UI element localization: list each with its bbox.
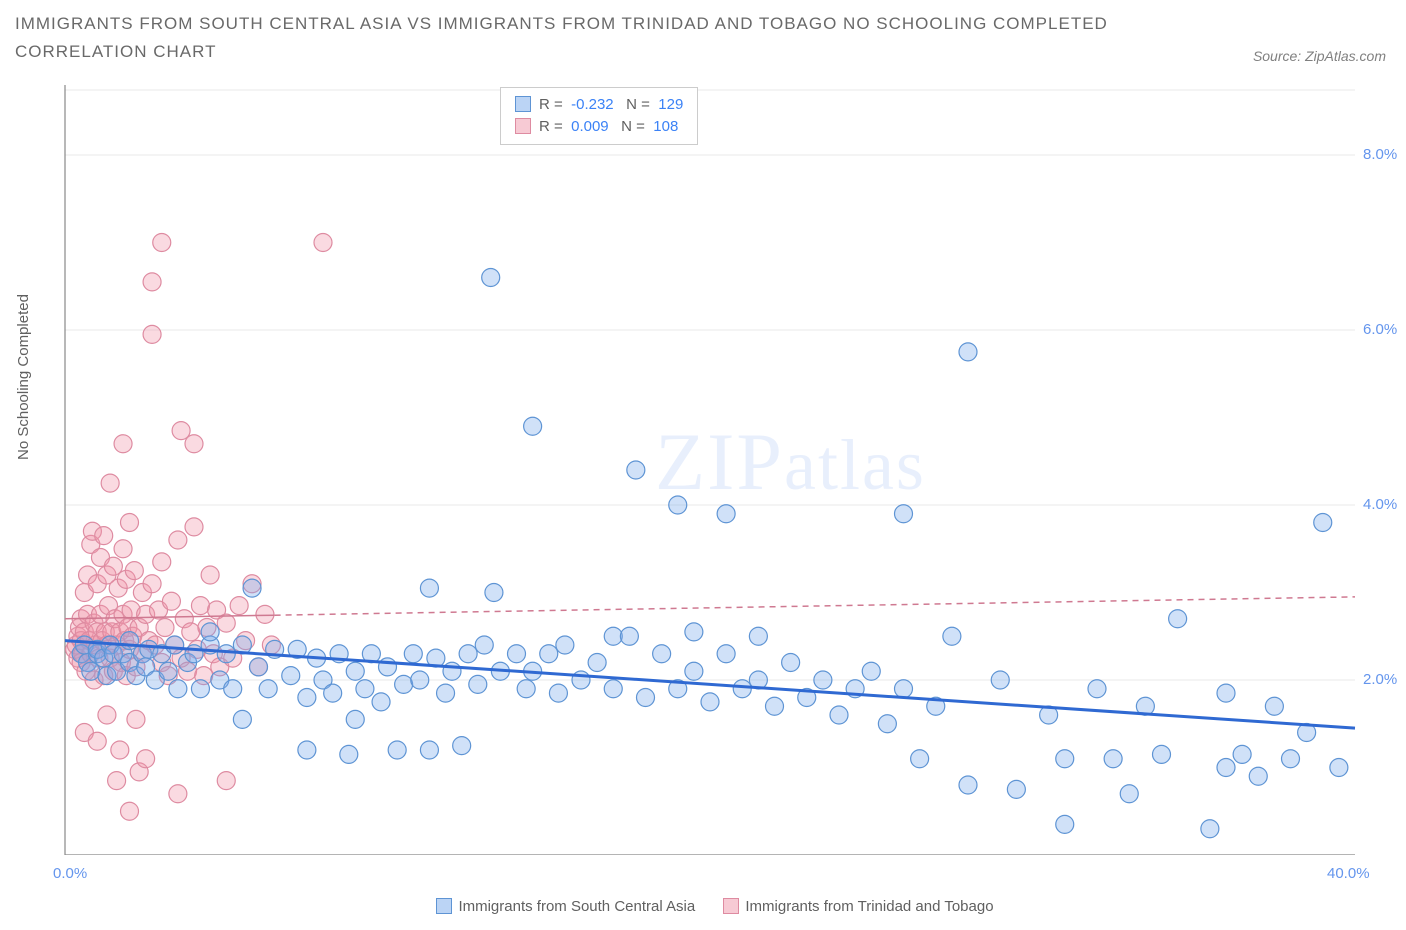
x-tick-label: 40.0% xyxy=(1327,865,1370,882)
stats-row: R = -0.232 N = 129 xyxy=(515,94,683,116)
scatter-chart-svg xyxy=(55,85,1390,855)
chart-title: IMMIGRANTS FROM SOUTH CENTRAL ASIA VS IM… xyxy=(15,10,1108,66)
legend-swatch-1 xyxy=(436,898,452,914)
y-tick-label: 2.0% xyxy=(1363,671,1397,688)
y-tick-label: 6.0% xyxy=(1363,321,1397,338)
title-line-2: CORRELATION CHART xyxy=(15,38,1108,66)
y-axis-label: No Schooling Completed xyxy=(15,294,32,460)
x-tick-label: 0.0% xyxy=(53,865,87,882)
legend-swatch-2 xyxy=(723,898,739,914)
y-tick-label: 4.0% xyxy=(1363,496,1397,513)
legend-label-2: Immigrants from Trinidad and Tobago xyxy=(745,898,993,915)
chart-area: ZIPatlas R = -0.232 N = 129R = 0.009 N =… xyxy=(55,85,1390,855)
y-tick-label: 8.0% xyxy=(1363,146,1397,163)
stats-row: R = 0.009 N = 108 xyxy=(515,116,683,138)
legend-bottom: Immigrants from South Central Asia Immig… xyxy=(0,898,1406,915)
title-line-1: IMMIGRANTS FROM SOUTH CENTRAL ASIA VS IM… xyxy=(15,10,1108,38)
source-attribution: Source: ZipAtlas.com xyxy=(1253,48,1386,64)
legend-label-1: Immigrants from South Central Asia xyxy=(458,898,695,915)
correlation-stats-box: R = -0.232 N = 129R = 0.009 N = 108 xyxy=(500,87,698,145)
